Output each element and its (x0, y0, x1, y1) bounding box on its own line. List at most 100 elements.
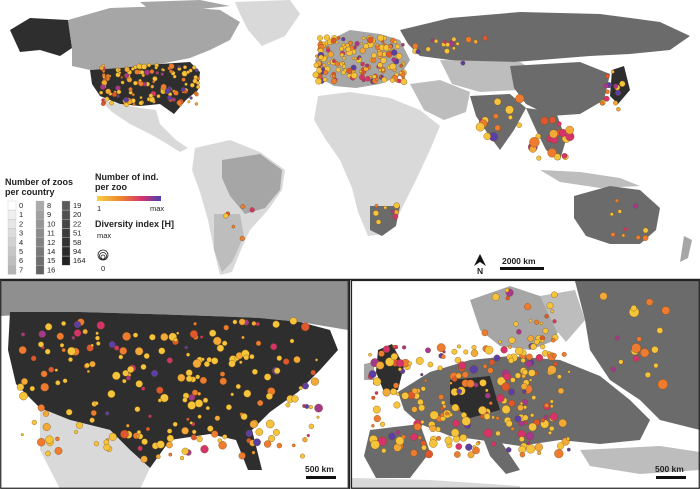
zoo-marker (540, 339, 545, 343)
zoo-marker (371, 52, 377, 59)
zoo-marker (255, 322, 260, 326)
zoo-marker (382, 388, 391, 397)
zoo-marker (274, 367, 281, 374)
zoo-marker (480, 414, 485, 419)
legend-zoo-count-label: 4 (19, 238, 23, 247)
legend-zoo-count-label: 3 (19, 229, 23, 238)
zoo-marker (619, 80, 626, 87)
usa-mainland-region (8, 312, 338, 470)
zoo-marker (94, 401, 99, 406)
legend-zoo-count-label: 8 (47, 201, 51, 210)
zoo-marker (219, 377, 227, 385)
zoo-marker (19, 391, 28, 401)
zoo-marker (460, 60, 466, 66)
legend-zoo-swatch (61, 237, 71, 247)
zoo-marker (661, 306, 671, 315)
zoo-marker (44, 348, 51, 355)
zoo-marker (149, 69, 155, 74)
zoo-marker (430, 38, 434, 43)
zoo-marker (95, 331, 99, 335)
legend-diversity-circles-icon (97, 249, 109, 261)
legend-zoo-swatch (35, 210, 45, 220)
zoo-marker (302, 437, 308, 443)
zoo-marker (614, 198, 619, 203)
zoo-marker (557, 387, 565, 395)
zoo-marker (472, 445, 476, 449)
zoo-marker (359, 47, 366, 54)
zoo-marker (636, 336, 642, 342)
zoo-marker (273, 429, 280, 436)
zoo-marker (396, 359, 404, 368)
zoo-marker (540, 418, 545, 423)
zoo-marker (45, 450, 51, 457)
zoo-marker (395, 43, 401, 50)
argentina-region (214, 214, 244, 272)
zoo-marker (452, 419, 460, 427)
legend-zoo-swatch (61, 228, 71, 238)
zoo-marker (93, 441, 99, 447)
zoo-marker (203, 361, 210, 368)
zoo-marker (390, 209, 395, 214)
zoo-marker (633, 355, 640, 362)
zoo-marker (375, 77, 379, 81)
zoo-marker (238, 318, 246, 326)
zoo-marker (45, 435, 54, 444)
zoo-marker (73, 320, 81, 329)
zoo-marker (441, 354, 446, 359)
zoo-marker (144, 69, 150, 76)
zoo-marker (310, 377, 319, 386)
zoo-marker (341, 37, 346, 42)
legend-zoo-count-label: 51 (73, 229, 81, 238)
zoo-marker (508, 115, 513, 120)
zoo-marker (452, 46, 456, 51)
zoo-marker (449, 381, 453, 385)
zoo-marker (520, 383, 528, 390)
zoo-marker (418, 404, 426, 412)
zoo-marker (156, 440, 165, 449)
zoo-marker (360, 42, 364, 45)
canada-region (68, 6, 240, 70)
middle-east-region (410, 80, 470, 120)
zoo-marker (300, 453, 305, 459)
zoo-marker (173, 337, 178, 342)
zoo-marker (393, 202, 400, 209)
zoo-marker (218, 441, 227, 450)
zoo-marker (478, 406, 487, 415)
zoo-marker (484, 345, 494, 355)
zoo-marker (117, 68, 121, 72)
zoo-marker (547, 351, 552, 356)
zoo-marker (71, 336, 76, 340)
zoo-marker (119, 347, 128, 355)
zoo-marker (389, 63, 397, 70)
zoo-marker (207, 425, 214, 432)
legend-zoo-swatch (7, 200, 17, 211)
zoo-marker (370, 57, 377, 64)
world-zoo-markers (99, 34, 649, 242)
zoo-marker (516, 329, 522, 335)
legend-zoo-swatch (35, 228, 45, 238)
zoo-marker (314, 403, 323, 413)
zoo-marker (444, 436, 453, 445)
zoo-marker (529, 378, 533, 382)
zoo-marker (82, 328, 88, 335)
mexico-region (100, 100, 188, 152)
zoo-marker (546, 302, 554, 310)
zoo-marker (99, 65, 104, 71)
zoo-marker (160, 393, 169, 403)
zoo-marker (411, 406, 418, 413)
zoo-marker (222, 434, 228, 440)
usa-canada-region (0, 281, 348, 330)
zoo-marker (327, 51, 334, 58)
zoo-marker (122, 332, 131, 341)
zoo-marker (411, 387, 418, 394)
zoo-marker (191, 429, 197, 435)
zoo-marker (427, 361, 434, 368)
zoo-marker (495, 430, 501, 436)
legend-zoo-swatch (35, 200, 45, 211)
zoo-marker (140, 363, 147, 370)
zoo-marker (214, 415, 221, 421)
zoo-marker (105, 411, 110, 416)
zoo-marker (496, 394, 505, 403)
zoo-marker (276, 355, 283, 361)
